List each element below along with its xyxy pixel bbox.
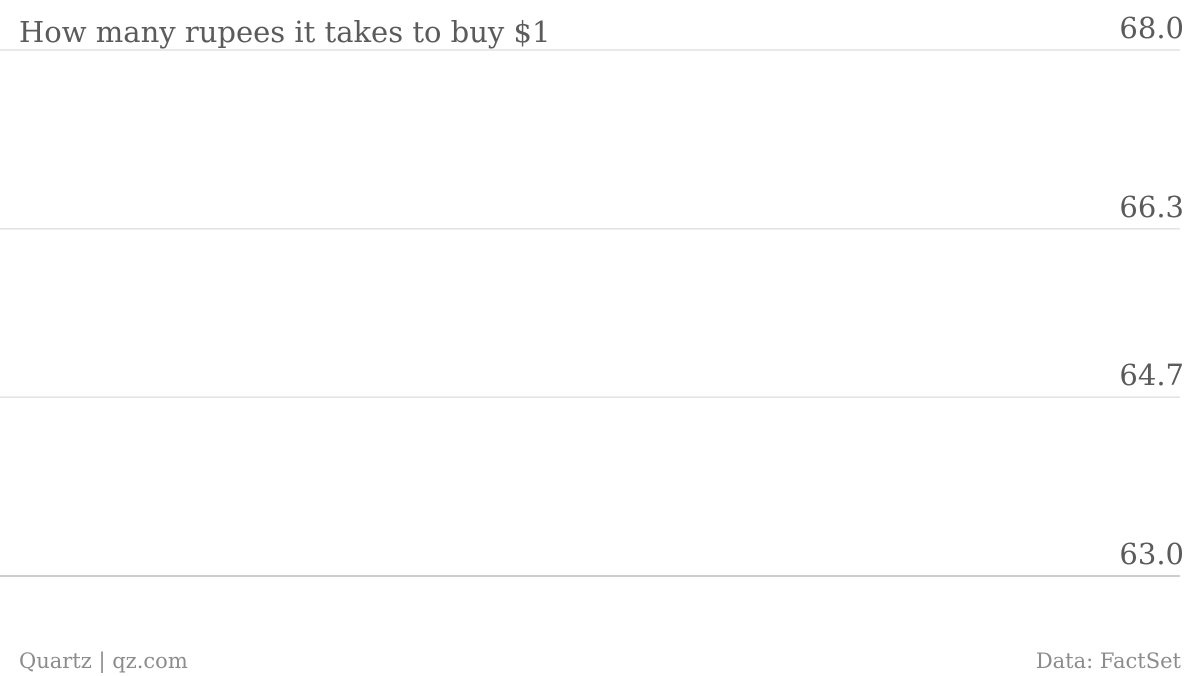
y-tick-label: 63.0 — [1119, 537, 1184, 571]
y-tick-label: 64.7 — [1119, 358, 1184, 392]
data-source: Data: FactSet — [1036, 649, 1182, 673]
y-tick-label: 68.0 — [1119, 11, 1184, 45]
y-axis-ticks: 63.0 64.7 66.3 68.0 — [1119, 11, 1184, 571]
y-tick-label: 66.3 — [1119, 190, 1184, 224]
grid-lines — [0, 49, 1180, 398]
source-credit: Quartz | qz.com — [19, 649, 188, 674]
chart-title: How many rupees it takes to buy $1 — [19, 15, 550, 49]
